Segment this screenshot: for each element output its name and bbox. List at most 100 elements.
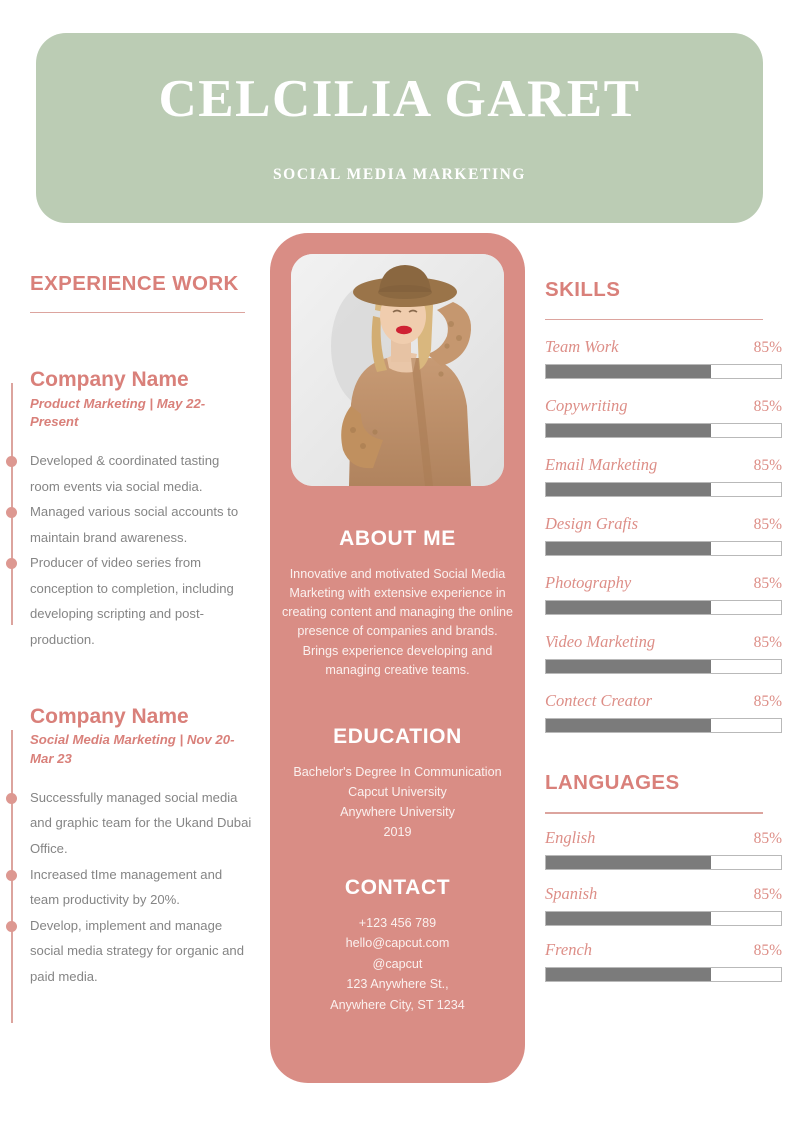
skills-section: SKILLS Team Work 85% Copywriting 85% Email M… bbox=[545, 278, 793, 982]
bullet-list: Successfully managed social media and gr… bbox=[0, 785, 262, 989]
header-banner: CELCILIA GARET SOCIAL MEDIA MARKETING bbox=[36, 33, 763, 223]
skill-item: Spanish 85% bbox=[545, 884, 793, 926]
skill-percent: 85% bbox=[753, 693, 782, 711]
about-body: Innovative and motivated Social Media Ma… bbox=[281, 567, 514, 677]
skill-item: Team Work 85% bbox=[545, 337, 793, 380]
skill-row: Email Marketing 85% bbox=[545, 455, 782, 475]
skill-item: English 85% bbox=[545, 828, 793, 870]
skill-percent: 85% bbox=[753, 457, 782, 475]
skills-heading: SKILLS bbox=[545, 278, 621, 301]
skill-percent: 85% bbox=[753, 575, 782, 593]
education-body: Bachelor's Degree In Communication Capcu… bbox=[293, 765, 502, 840]
skill-progress-fill bbox=[546, 483, 711, 497]
skill-row: English 85% bbox=[545, 828, 782, 848]
bullet-list: Developed & coordinated tasting room eve… bbox=[0, 448, 262, 652]
skill-progress-fill bbox=[546, 855, 711, 869]
skill-row: Video Marketing 85% bbox=[545, 632, 782, 652]
company-name: Company Name bbox=[30, 368, 189, 392]
skill-progress-bar bbox=[545, 600, 782, 616]
skill-label: Contect Creator bbox=[545, 691, 653, 711]
bullet-text: Develop, implement and manage social med… bbox=[30, 917, 244, 984]
skill-item: Photography 85% bbox=[545, 573, 793, 616]
skill-label: Spanish bbox=[545, 883, 598, 903]
skill-label: Copywriting bbox=[545, 396, 628, 416]
skill-progress-bar bbox=[545, 541, 782, 557]
bullet-dot-icon bbox=[5, 507, 17, 519]
skill-percent: 85% bbox=[753, 398, 782, 416]
skill-item: Contect Creator 85% bbox=[545, 691, 793, 734]
languages-heading: LANGUAGES bbox=[545, 771, 680, 795]
avatar bbox=[291, 254, 504, 486]
skill-item: Email Marketing 85% bbox=[545, 455, 793, 498]
bullet-dot-icon bbox=[5, 869, 17, 881]
timeline-line-1 bbox=[11, 383, 13, 625]
skill-percent: 85% bbox=[753, 634, 782, 652]
company-name: Company Name bbox=[30, 705, 189, 729]
skill-row: Design Grafis 85% bbox=[545, 514, 782, 534]
skill-progress-fill bbox=[546, 365, 711, 379]
skills-divider bbox=[545, 319, 763, 321]
skill-percent: 85% bbox=[753, 941, 782, 959]
contact-heading: CONTACT bbox=[344, 876, 451, 899]
bullet-text: Successfully managed social media and gr… bbox=[30, 789, 252, 857]
skill-percent: 85% bbox=[753, 516, 782, 534]
skill-progress-bar bbox=[545, 854, 782, 870]
skill-progress-fill bbox=[546, 911, 711, 925]
skill-label: Team Work bbox=[545, 337, 619, 357]
bullet-text: Developed & coordinated tasting room eve… bbox=[30, 453, 220, 494]
bullet-text: Producer of video series from conception… bbox=[30, 555, 234, 647]
skill-row: Photography 85% bbox=[545, 573, 782, 593]
skill-label: Design Grafis bbox=[545, 514, 639, 534]
skill-row: Spanish 85% bbox=[545, 884, 782, 904]
bullet-dot-icon bbox=[5, 920, 17, 932]
skill-label: Photography bbox=[545, 573, 632, 593]
list-item: Managed various social accounts to maint… bbox=[5, 499, 252, 550]
skill-label: French bbox=[545, 939, 593, 959]
languages-divider bbox=[545, 812, 763, 814]
list-item: Develop, implement and manage social med… bbox=[5, 913, 252, 990]
skill-row: Copywriting 85% bbox=[545, 396, 782, 416]
contact-body: +123 456 789 hello@capcut.com @capcut 12… bbox=[330, 916, 465, 1012]
experience-heading: EXPERIENCE WORK bbox=[30, 272, 239, 295]
skill-progress-bar bbox=[545, 718, 782, 734]
bullet-text: Managed various social accounts to maint… bbox=[30, 504, 239, 545]
list-item: Successfully managed social media and gr… bbox=[5, 785, 252, 862]
skill-row: French 85% bbox=[545, 940, 782, 960]
skill-progress-fill bbox=[546, 424, 711, 438]
list-item: Developed & coordinated tasting room eve… bbox=[5, 448, 252, 499]
skill-label: English bbox=[545, 827, 596, 847]
skill-progress-bar bbox=[545, 966, 782, 982]
skill-progress-fill bbox=[546, 660, 711, 674]
skill-progress-bar bbox=[545, 423, 782, 439]
languages-list: English 85% Spanish 85% French 85% bbox=[545, 828, 793, 982]
bullet-dot-icon bbox=[5, 792, 17, 804]
skill-item: French 85% bbox=[545, 940, 793, 982]
education-heading: EDUCATION bbox=[333, 725, 462, 748]
skill-row: Contect Creator 85% bbox=[545, 691, 782, 711]
bullet-dot-icon bbox=[5, 456, 17, 468]
page-title: CELCILIA GARET bbox=[158, 70, 641, 129]
job-meta: Product Marketing | May 22-Present bbox=[30, 395, 206, 430]
bullet-dot-icon bbox=[5, 558, 17, 570]
about-heading: ABOUT ME bbox=[339, 527, 456, 550]
skill-label: Video Marketing bbox=[545, 632, 656, 652]
skill-percent: 85% bbox=[753, 885, 782, 903]
experience-entry: Company Name Product Marketing | May 22-… bbox=[0, 367, 262, 652]
skill-progress-bar bbox=[545, 482, 782, 498]
skill-progress-fill bbox=[546, 542, 711, 556]
skill-item: Video Marketing 85% bbox=[545, 632, 793, 675]
skill-percent: 85% bbox=[753, 339, 782, 357]
skill-item: Copywriting 85% bbox=[545, 396, 793, 439]
list-item: Increased tIme management and team produ… bbox=[5, 862, 252, 913]
header-subtitle: SOCIAL MEDIA MARKETING bbox=[272, 165, 527, 183]
experience-entry: Company Name Social Media Marketing | No… bbox=[0, 704, 262, 989]
skill-item: Design Grafis 85% bbox=[545, 514, 793, 557]
job-meta: Social Media Marketing | Nov 20-Mar 23 bbox=[30, 732, 235, 767]
bullet-text: Increased tIme management and team produ… bbox=[30, 866, 223, 908]
skill-progress-bar bbox=[545, 910, 782, 926]
skills-list: Team Work 85% Copywriting 85% Email Marketin… bbox=[545, 337, 793, 734]
experience-divider bbox=[30, 312, 245, 314]
skill-progress-fill bbox=[546, 719, 711, 733]
skill-progress-bar bbox=[545, 659, 782, 675]
list-item: Producer of video series from conception… bbox=[5, 550, 252, 652]
